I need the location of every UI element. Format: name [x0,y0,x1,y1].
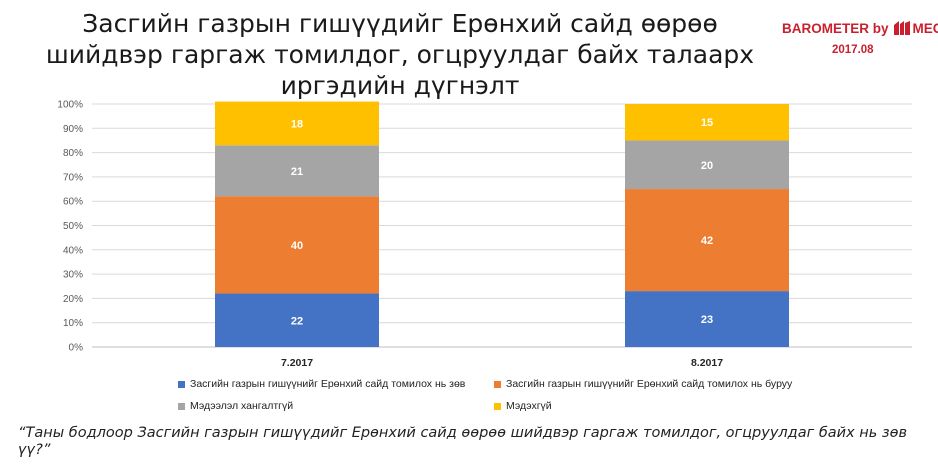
data-label: 18 [291,118,303,130]
y-tick-label: 20% [63,294,83,305]
data-label: 42 [701,235,713,247]
legend-label: Мэдээлэл хангалтгүй [190,400,294,412]
y-tick-label: 50% [63,221,83,232]
survey-period: 2017.08 [832,44,874,56]
brand-text: BAROMETER by [782,20,889,36]
bar-segment [215,145,379,197]
y-tick-label: 100% [57,100,83,111]
y-tick-label: 60% [63,197,83,208]
y-tick-label: 90% [63,124,83,135]
legend-item: Засгийн газрын гишүүнийг Ерөнхий сайд то… [178,378,465,390]
legend-item: Мэдэхгүй [494,400,552,412]
x-tick-label: 7.2017 [281,357,313,369]
y-tick-label: 10% [63,318,83,329]
brand-logo: BAROMETER by MEC [782,20,938,36]
y-tick-label: 30% [63,270,83,281]
legend-swatch [494,380,501,388]
legend-label: Засгийн газрын гишүүнийг Ерөнхий сайд то… [190,378,466,390]
data-label: 23 [701,314,713,326]
y-tick-label: 80% [63,148,83,159]
bar-segment [215,196,379,294]
legend-swatch [494,402,501,410]
bar-segment [625,189,789,292]
survey-question: “Таны бодлоор Засгийн газрын гишүүдийг Е… [18,425,908,458]
legend-swatch [178,380,185,388]
bar-segment [625,104,789,141]
y-tick-label: 0% [69,343,84,354]
data-label: 15 [701,117,713,129]
data-label: 40 [291,240,303,252]
legend-label: Мэдэхгүй [506,400,552,412]
legend-label: Засгийн газрын гишүүнийг Ерөнхий сайд то… [506,378,793,390]
legend-swatch [178,402,185,410]
bar-segment [215,293,379,347]
bar-segment [625,291,789,347]
mec-logo-icon [893,21,910,35]
data-label: 20 [701,160,713,172]
bar-segment [625,140,789,190]
bar-segment [215,101,379,146]
legend-item: Мэдээлэл хангалтгүй [178,400,293,412]
data-label: 22 [291,315,303,327]
brand-suffix: MEC [912,20,938,36]
legend-item: Засгийн газрын гишүүнийг Ерөнхий сайд то… [494,378,792,390]
chart-title: Засгийн газрын гишүүдийг Ерөнхий сайд өө… [45,9,755,100]
data-label: 21 [291,166,303,178]
x-tick-label: 8.2017 [691,357,723,369]
y-tick-label: 70% [63,172,83,183]
y-tick-label: 40% [63,245,83,256]
